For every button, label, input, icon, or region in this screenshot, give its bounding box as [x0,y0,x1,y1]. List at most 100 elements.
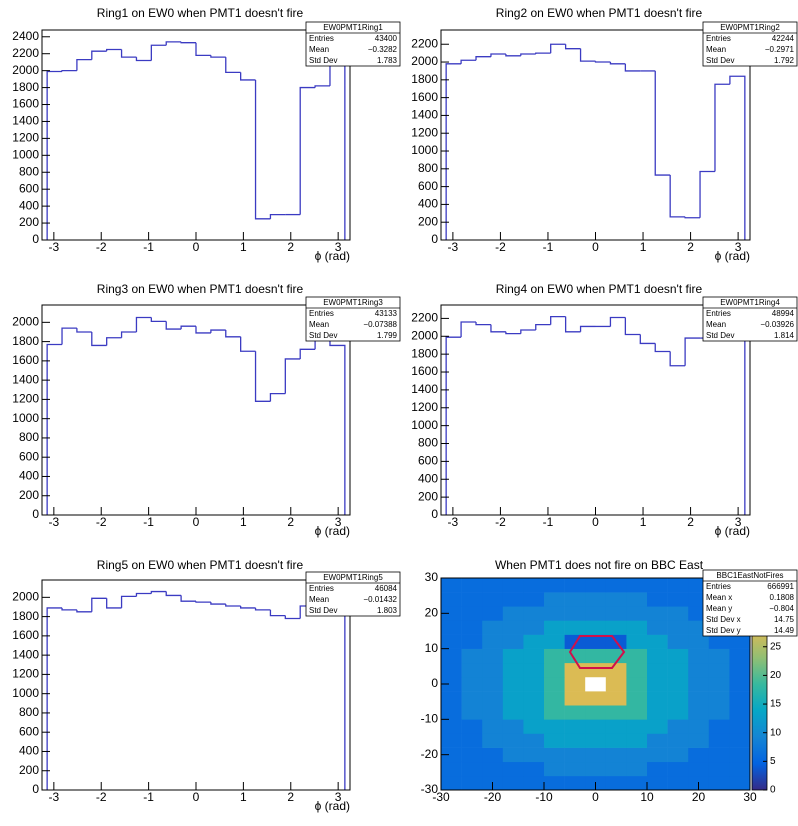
y-tick-label: 1000 [12,686,39,700]
color-bar-label: 15 [770,699,782,710]
heatmap-cell [502,733,524,748]
heatmap-cell [441,705,462,720]
y-tick-label: 2000 [12,315,39,329]
histogram-bin [669,175,686,218]
color-bar-label: 5 [770,756,776,767]
heatmap-cell [523,705,545,720]
heatmap-cell [564,592,586,607]
heatmap-cell [544,775,565,791]
histogram-bin [269,213,286,219]
heatmap-cell [605,705,627,720]
histogram-bin [445,336,462,515]
y-tick-label: -20 [421,747,439,761]
histogram-bin [490,53,506,57]
histogram-bin [225,57,241,73]
heatmap-cell [502,761,524,777]
stats-label: Mean x [706,593,732,602]
stats-label: Std Dev [706,56,734,65]
stats-label: Entries [706,309,731,318]
stats-box [702,296,798,342]
heatmap-cell [461,620,483,635]
y-tick-label: 1200 [411,400,438,414]
heatmap-cell [461,705,483,720]
heatmap-cell [523,676,545,692]
y-tick-label: 2000 [411,54,438,68]
y-tick-label: 0 [32,782,39,796]
histogram-bin [520,329,536,334]
stats-value: −0.3282 [368,45,398,54]
stats-name: EW0PMT1Ring3 [323,298,383,307]
histogram-bin [654,70,671,176]
chart-title: Ring1 on EW0 when PMT1 doesn't fire [97,6,304,20]
heatmap-cell [688,691,710,706]
heatmap-cell [708,733,730,748]
x-tick-label: 0 [193,790,200,804]
histogram-bin [165,321,182,330]
heatmap-cell [626,648,648,664]
heatmap-cell [585,662,607,678]
y-tick-label: 2000 [411,328,438,342]
heatmap-cell [461,648,483,664]
stats-box [305,21,401,67]
histogram-bin [46,70,63,240]
heatmap-cell [667,747,689,763]
heatmap-cell [667,676,689,692]
heatmap-cell [544,761,565,777]
heatmap-cell [544,606,565,621]
heatmap-cell [564,691,586,706]
x-tick-label: -10 [535,790,553,804]
heatmap-cell [667,592,689,607]
heatmap-cell [564,761,586,777]
heatmap-cell [667,662,689,678]
heatmap-cell [461,592,483,607]
heatmap-cell [688,719,710,734]
stats-value: 1.799 [377,331,398,340]
y-tick-label: 600 [19,449,39,463]
histogram-bin [684,337,701,366]
heatmap-cell [708,747,730,763]
heatmap-cell [441,578,462,593]
heatmap-cell [647,733,668,748]
chart-title: When PMT1 does not fire on BBC East [495,558,704,572]
heatmap-cell [461,775,483,791]
histogram-bin [195,42,211,57]
stats-label: Mean [309,320,329,329]
y-tick-label: 1000 [411,143,438,157]
x-tick-label: 1 [240,515,247,529]
stats-value: −0.01432 [363,595,397,604]
x-tick-label: -3 [448,240,459,254]
stats-label: Mean [706,320,726,329]
heatmap-cell [544,620,565,635]
heatmap-cell [708,634,730,649]
y-tick-label: 600 [19,724,39,738]
histogram-bin [165,41,182,46]
stats-value: 43400 [375,34,398,43]
histogram-bin [520,53,536,56]
histogram-bin [135,316,152,332]
heatmap-cell [544,733,565,748]
y-tick-label: 0 [431,676,438,690]
x-tick-label: 1 [640,515,647,529]
histogram-bin [299,348,316,359]
histogram-bin [180,325,196,330]
heatmap-cell [647,592,668,607]
heatmap-cell [544,719,565,734]
histogram-bin [225,604,241,607]
heatmap-cell [523,775,545,791]
x-tick-label: -3 [49,790,60,804]
histogram-bin [210,55,226,58]
stats-box [702,21,798,67]
chart-title: Ring5 on EW0 when PMT1 doesn't fire [97,558,304,572]
heatmap-cell [605,648,627,664]
stats-name: EW0PMT1Ring1 [323,23,383,32]
heatmap-cell [605,592,627,607]
color-bar-label: 0 [770,785,776,796]
y-tick-label: 1400 [12,372,39,386]
histogram-bin [475,56,491,61]
heatmap-cell [502,578,524,593]
heatmap-cell [605,747,627,763]
heatmap-cell [523,648,545,664]
y-tick-label: 1400 [12,114,39,128]
heatmap-cell [667,578,689,593]
heatmap-cell [647,606,668,621]
